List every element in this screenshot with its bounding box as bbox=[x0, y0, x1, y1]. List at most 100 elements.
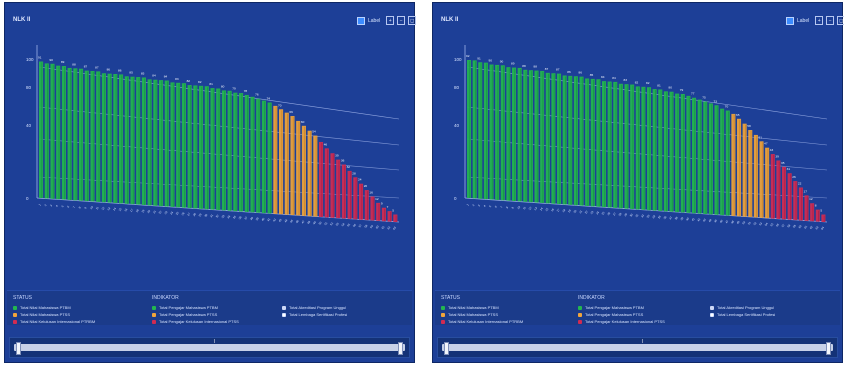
x-tick-label: 23 bbox=[163, 210, 168, 215]
legend-label: Total Nilai Mahasiswa PTBM bbox=[20, 305, 71, 310]
data-label: 85 bbox=[129, 71, 133, 75]
chart-bar-shade bbox=[536, 71, 538, 203]
data-label: 89 bbox=[61, 60, 65, 64]
chart-bar-shade bbox=[806, 196, 808, 221]
x-tick-label: 49 bbox=[312, 220, 317, 225]
chart-bar-shade bbox=[235, 93, 237, 212]
chart-bar bbox=[61, 66, 66, 200]
reset-icon[interactable]: ◻ bbox=[837, 16, 844, 25]
legend-swatch bbox=[441, 312, 445, 317]
range-handle-left[interactable] bbox=[444, 342, 449, 355]
x-tick-label: 53 bbox=[335, 221, 340, 226]
chart-bar bbox=[697, 99, 702, 214]
chart-bar-shade bbox=[756, 135, 758, 218]
chart-bar bbox=[613, 81, 618, 208]
x-tick-label: 20 bbox=[572, 209, 577, 214]
legend-label: Total Lembaga Sertifikasi Profesi bbox=[717, 312, 776, 317]
chart-bar bbox=[753, 134, 758, 218]
chart-bar bbox=[290, 116, 295, 216]
label-toggle-checkbox[interactable] bbox=[786, 16, 794, 25]
chart-bar-shade bbox=[138, 78, 140, 205]
chart-bar-shade bbox=[497, 65, 499, 200]
chart-bar bbox=[221, 90, 226, 211]
x-tick-label: 14 bbox=[539, 206, 544, 211]
x-tick-label: 25 bbox=[601, 211, 606, 216]
chart-bar bbox=[523, 69, 528, 202]
chart-bar-shade bbox=[514, 68, 516, 202]
panel-title: NLK II bbox=[441, 17, 459, 23]
chart-bar bbox=[50, 63, 55, 199]
chart-bar bbox=[284, 112, 289, 215]
legend-item: Total Akreditasi Program Unggul bbox=[282, 305, 347, 310]
legend-status-title: STATUS bbox=[13, 295, 32, 301]
chart-bar bbox=[233, 92, 238, 212]
chart-bar-shade bbox=[705, 102, 707, 214]
chart-bar bbox=[107, 73, 112, 203]
data-label: 12 bbox=[809, 197, 813, 201]
chart-bar bbox=[79, 68, 84, 201]
x-tick-label: 62 bbox=[809, 225, 814, 230]
chart-bar-shade bbox=[132, 77, 134, 205]
data-label: 16 bbox=[369, 190, 373, 194]
data-label: 74 bbox=[267, 96, 271, 100]
range-slider[interactable] bbox=[437, 337, 838, 358]
chart-bar-shade bbox=[604, 82, 606, 208]
chart-bar bbox=[336, 159, 341, 219]
chart-bar bbox=[341, 164, 346, 219]
range-handle-left[interactable] bbox=[16, 342, 21, 355]
zoom-in-icon[interactable]: + bbox=[386, 16, 395, 25]
y-tick-label: 0 bbox=[26, 196, 29, 201]
chart-bar-shade bbox=[767, 148, 769, 219]
chart-bar-shade bbox=[298, 121, 300, 216]
chart-bar-shade bbox=[304, 126, 306, 216]
range-handle-right[interactable] bbox=[826, 342, 831, 355]
x-tick-label: 56 bbox=[352, 223, 357, 228]
legend-swatch bbox=[578, 319, 582, 324]
chart-bar-shade bbox=[378, 203, 380, 221]
chart-bar-shade bbox=[115, 75, 117, 204]
x-tick-label: 2 bbox=[43, 203, 47, 207]
chart-bar-shade bbox=[491, 65, 493, 200]
range-slider[interactable] bbox=[9, 337, 410, 358]
legend-label: Total Pengajar Mahasiswa PTBM bbox=[159, 305, 218, 310]
x-tick-label: 55 bbox=[346, 222, 351, 227]
x-tick-label: 40 bbox=[260, 216, 265, 221]
legend-item: Total Lembaga Sertifikasi Profesi bbox=[710, 312, 775, 317]
label-toggle-checkbox[interactable] bbox=[357, 16, 365, 25]
zoom-out-icon[interactable]: − bbox=[397, 16, 406, 25]
chart-bar-shade bbox=[716, 106, 718, 215]
range-handle-right[interactable] bbox=[398, 342, 403, 355]
chart-bar bbox=[737, 118, 742, 217]
chart-bar bbox=[296, 120, 301, 216]
chart-bar-shade bbox=[64, 67, 66, 200]
legend-item: Total Nilai Mahasiswa PTBM bbox=[13, 305, 95, 310]
x-tick-label: 38 bbox=[249, 216, 254, 221]
x-tick-label: 50 bbox=[741, 220, 746, 225]
legend-swatch bbox=[710, 305, 714, 310]
x-tick-label: 52 bbox=[752, 221, 757, 226]
reset-icon[interactable]: ◻ bbox=[408, 16, 417, 25]
chart-bar-shade bbox=[98, 72, 100, 202]
chart-bar-shade bbox=[784, 167, 786, 220]
x-tick-label: 55 bbox=[769, 222, 774, 227]
data-label: 66 bbox=[289, 110, 293, 114]
legend-swatch bbox=[282, 312, 286, 317]
chart-bar-shade bbox=[480, 63, 482, 199]
chart-bar-shade bbox=[384, 208, 386, 222]
chart-bar-shade bbox=[671, 92, 673, 212]
x-tick-label: 34 bbox=[226, 214, 231, 219]
legend-status: STATUS Total Nilai Mahasiswa PTBM Total … bbox=[13, 295, 95, 324]
chart-bar bbox=[652, 89, 657, 211]
x-tick-label: 64 bbox=[820, 225, 825, 230]
chart-bar bbox=[669, 91, 674, 212]
x-tick-label: 29 bbox=[623, 212, 628, 217]
chart-bar bbox=[489, 64, 494, 200]
chart-bar bbox=[119, 74, 124, 204]
zoom-out-icon[interactable]: − bbox=[826, 16, 835, 25]
chart-bar-shade bbox=[241, 94, 243, 212]
data-label: 12 bbox=[375, 197, 379, 201]
x-tick-label: 12 bbox=[527, 206, 532, 211]
chart-bar bbox=[393, 214, 398, 222]
zoom-in-icon[interactable]: + bbox=[815, 16, 824, 25]
x-tick-label: 51 bbox=[747, 220, 752, 225]
